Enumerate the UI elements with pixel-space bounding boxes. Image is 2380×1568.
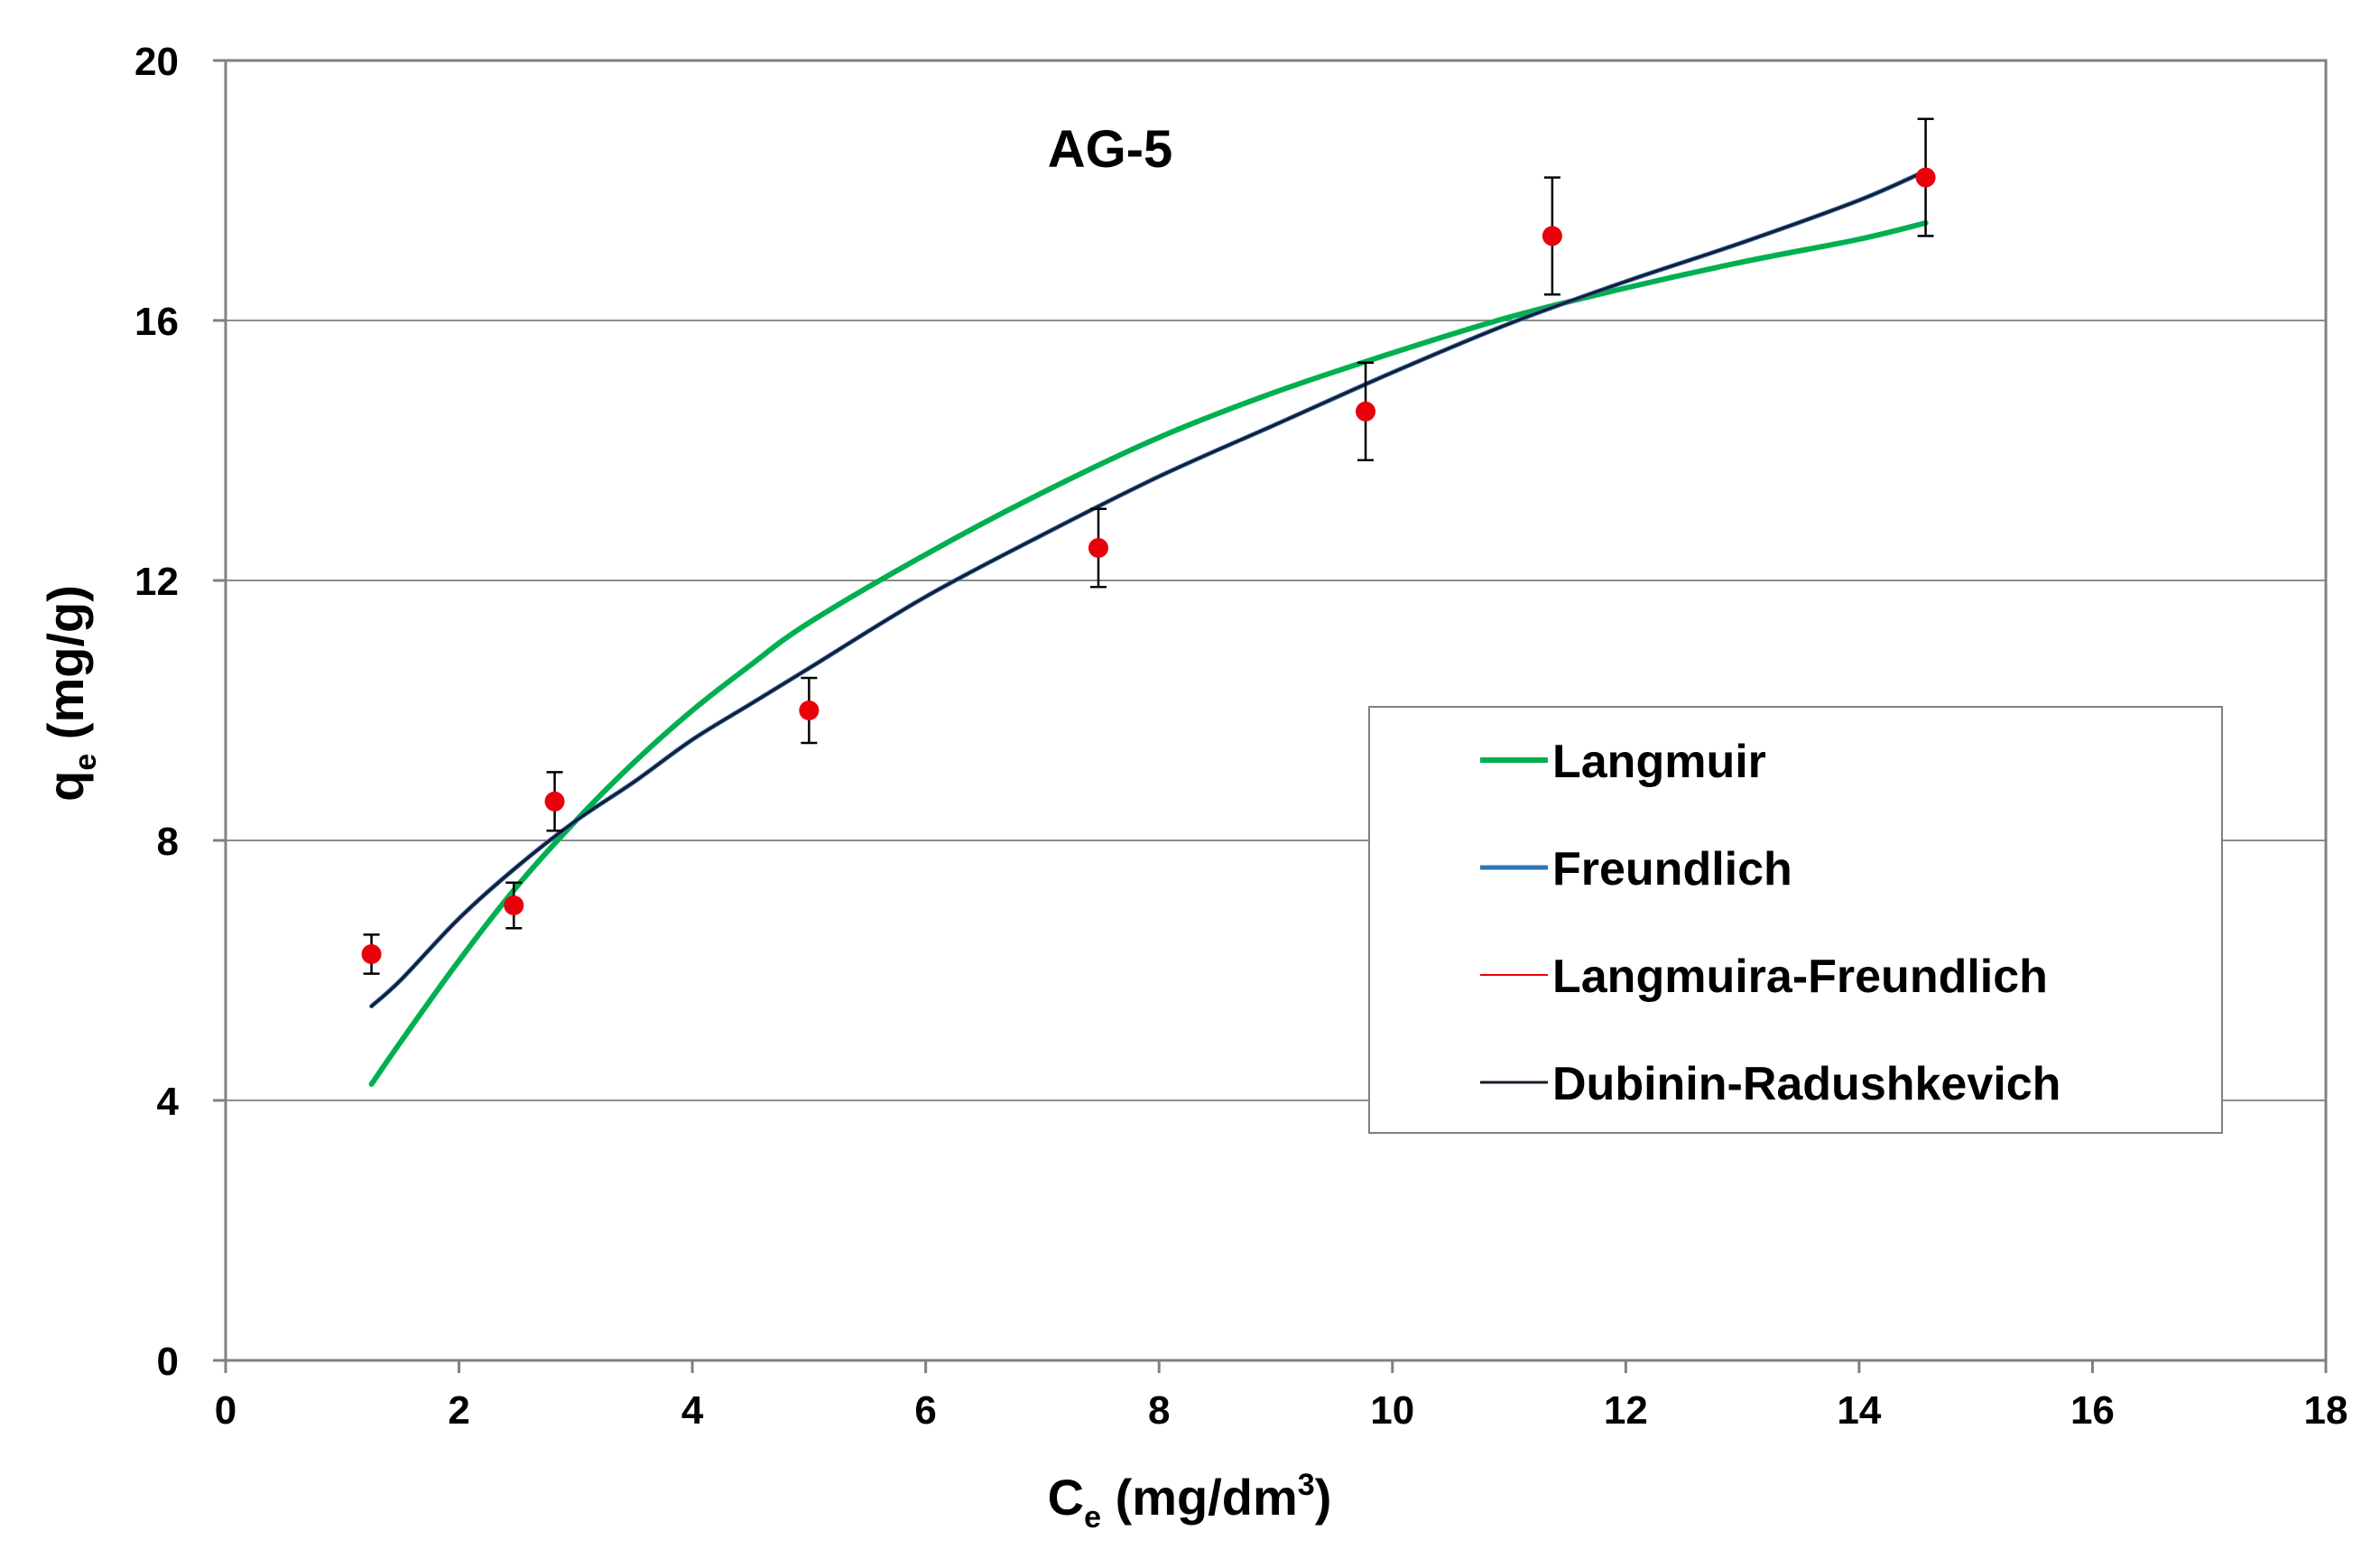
x-axis-title-rest: (mg/dm [1101,1469,1298,1526]
x-axis-title-end: ) [1315,1469,1332,1526]
x-axis-ticks: 0 2 4 6 8 10 12 14 16 18 [215,1360,2348,1433]
data-point [1915,167,1936,188]
y-tick-label: 12 [134,560,179,604]
x-tick-label: 12 [1604,1388,1648,1433]
x-axis-title: Ce (mg/dm3) [1048,1468,1332,1535]
experimental-points [361,117,1936,975]
x-axis-title-sub: e [1084,1500,1101,1535]
chart-title: AG-5 [1048,120,1173,179]
y-axis-ticks: 0 4 8 12 16 20 [134,40,226,1384]
y-tick-label: 20 [134,40,179,84]
x-tick-label: 6 [914,1388,936,1433]
x-tick-label: 0 [215,1388,236,1433]
data-point [361,944,382,964]
y-axis-title-rest: (mg/g) [37,585,94,754]
data-point [1542,226,1562,246]
data-point [1356,401,1376,422]
x-tick-label: 14 [1837,1388,1881,1433]
legend-label-langmuira-freundlich: Langmuira-Freundlich [1552,951,2048,1003]
x-axis-title-main: C [1048,1469,1084,1526]
legend-label-dubinin-radushkevich: Dubinin-Radushkevich [1552,1058,2061,1110]
data-point [544,791,565,812]
legend: Langmuir Freundlich Langmuira-Freundlich… [1368,706,2223,1134]
legend-label-langmuir: Langmuir [1552,736,1766,788]
x-tick-label: 10 [1370,1388,1414,1433]
fitted-curves [368,168,1929,1087]
y-tick-label: 4 [157,1080,180,1124]
y-axis-title: qe (mg/g) [37,585,103,802]
data-point [1088,538,1108,558]
data-point [504,895,524,915]
x-tick-label: 18 [2304,1388,2348,1433]
plot-area-frame [224,59,2328,1362]
x-tick-label: 8 [1148,1388,1170,1433]
y-tick-label: 8 [157,820,179,864]
x-tick-label: 16 [2070,1388,2115,1433]
data-point [799,700,820,720]
y-tick-label: 0 [157,1340,179,1384]
y-tick-label: 16 [134,300,179,344]
x-axis-title-sup: 3 [1298,1468,1315,1502]
legend-label-freundlich: Freundlich [1552,843,1792,895]
x-tick-label: 4 [681,1388,704,1433]
y-axis-title-sub: e [69,754,103,771]
x-tick-label: 2 [448,1388,469,1433]
series-line-langmuir [368,220,1929,1087]
legend-box [1368,706,2223,1134]
y-axis-title-main: q [37,771,94,802]
series-line-dubinin-radushkevich [370,169,1928,1008]
